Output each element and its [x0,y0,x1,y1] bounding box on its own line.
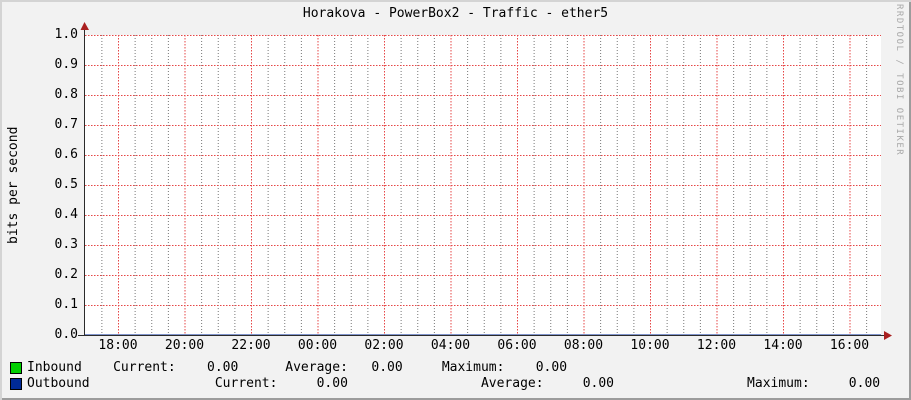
x-tick-label: 06:00 [497,338,537,353]
x-tick-label: 18:00 [98,338,138,353]
x-tick-label: 08:00 [563,338,604,353]
y-tick-label: 0.4 [54,207,78,222]
x-tick-label: 04:00 [430,338,471,353]
legend-text-outbound: Outbound Current: 0.00 Average: 0.00 Max… [27,376,881,391]
y-tick-label: 0.3 [54,237,78,252]
x-tick-label: 02:00 [364,338,404,353]
y-tick-label: 0.0 [54,327,78,342]
y-tick-label: 0.7 [54,117,78,132]
inbound-swatch [10,362,22,374]
y-tick-label: 0.5 [54,177,78,192]
y-tick-label: 0.1 [54,297,78,312]
y-tick-label: 0.6 [54,147,78,162]
x-tick-label: 22:00 [231,338,271,353]
graph-title: Horakova - PowerBox2 - Traffic - ether5 [302,6,609,21]
outbound-swatch [10,378,22,390]
x-tick-label: 16:00 [829,338,870,353]
x-tick-label: 00:00 [297,338,338,353]
x-tick-label: 14:00 [763,338,803,353]
x-tick-label: 12:00 [696,338,737,353]
y-tick-label: 0.2 [54,267,78,282]
legend-row-outbound: Outbound Current: 0.00 Average: 0.00 Max… [10,377,880,391]
y-tick-label: 0.9 [54,57,78,72]
legend-row-inbound: Inbound Current: 0.00 Average: 0.00 Maxi… [10,361,567,375]
x-tick-label: 20:00 [164,338,205,353]
x-tick-label: 10:00 [630,338,670,353]
y-tick-label: 0.8 [54,87,78,102]
legend-text-inbound: Inbound Current: 0.00 Average: 0.00 Maxi… [27,360,568,375]
y-tick-label: 1.0 [54,27,78,42]
